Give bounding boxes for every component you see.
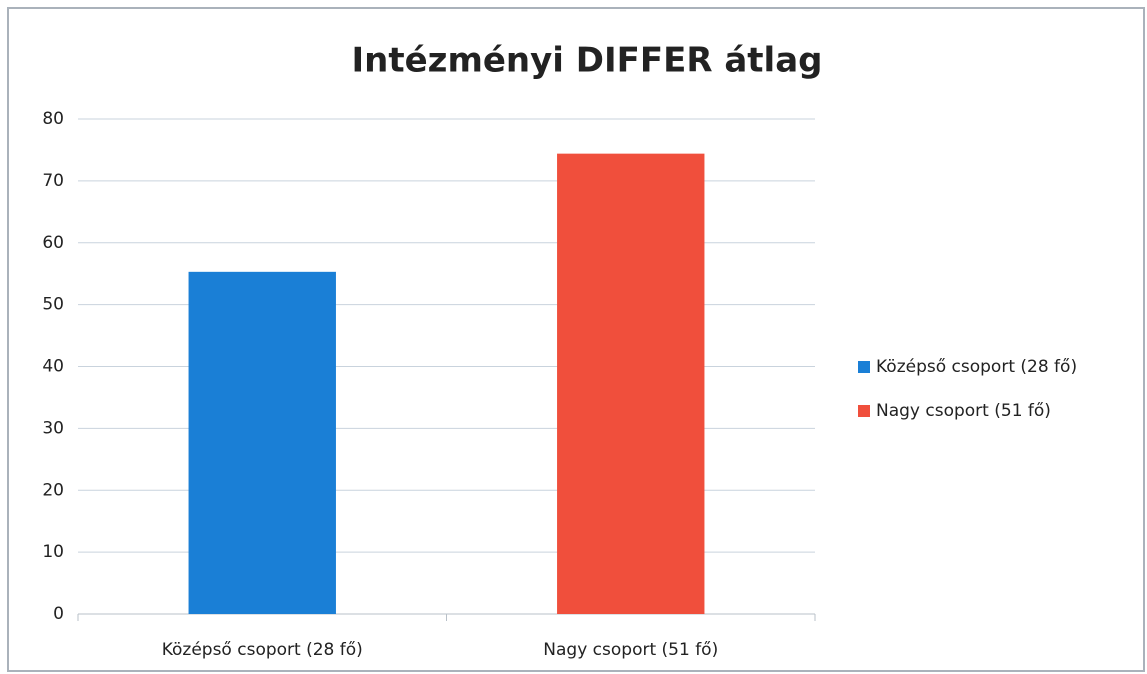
y-tick-label: 20 [42,480,64,500]
y-tick-label: 60 [42,233,64,253]
chart-title: Intézményi DIFFER átlag [351,41,822,81]
legend-swatch [858,361,870,373]
x-tick-label: Nagy csoport (51 fő) [543,640,718,660]
y-tick-label: 50 [42,295,64,315]
bar [557,153,705,614]
legend-label: Középső csoport (28 fő) [876,357,1077,377]
bar [188,271,336,614]
y-tick-label: 70 [42,171,64,191]
legend-label: Nagy csoport (51 fő) [876,401,1051,421]
x-tick-label: Középső csoport (28 fő) [162,640,363,660]
y-tick-label: 40 [42,357,64,377]
y-tick-label: 80 [42,109,64,129]
y-tick-label: 0 [53,604,64,624]
y-tick-label: 10 [42,542,64,562]
legend-swatch [858,405,870,417]
y-tick-label: 30 [42,418,64,438]
